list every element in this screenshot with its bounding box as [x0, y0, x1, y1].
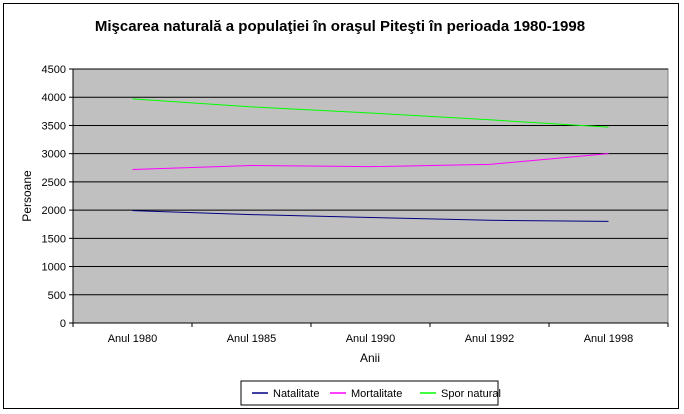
x-tick-label: Anul 1980	[108, 333, 158, 345]
x-axis-label: Anii	[360, 351, 380, 365]
y-tick-label: 500	[48, 290, 66, 302]
y-tick-label: 4000	[42, 92, 66, 104]
legend-box	[240, 380, 499, 406]
y-tick-label: 0	[60, 318, 66, 330]
plot-background	[72, 68, 669, 324]
legend: Natalitate Mortalitate Spor natural	[240, 380, 501, 406]
plot-area: 0 500 1000 1500 2000 2500 3000 3500 4000 4500 Anul…	[42, 64, 669, 345]
x-tick-label: Anul 1998	[584, 333, 634, 345]
legend-entry: Natalitate	[273, 388, 319, 400]
y-tick-label: 4500	[42, 64, 66, 76]
legend-entry: Mortalitate	[351, 388, 402, 400]
y-tick-label: 2500	[42, 177, 66, 189]
chart-title: Mişcarea naturală a populaţiei în oraşul…	[95, 18, 585, 35]
x-tick-label: Anul 1985	[227, 333, 277, 345]
series-line	[132, 153, 609, 170]
y-tick-label: 1500	[42, 233, 66, 245]
y-tick-label: 2000	[42, 205, 66, 217]
series-line	[132, 210, 609, 222]
y-axis-label: Persoane	[20, 170, 34, 222]
x-tick-label: Anul 1992	[465, 333, 515, 345]
legend-entry: Spor natural	[441, 388, 501, 400]
y-tick-label: 3000	[42, 149, 66, 161]
y-tick-label: 1000	[42, 262, 66, 274]
x-tick-label: Anul 1990	[346, 333, 396, 345]
series-line	[132, 98, 609, 128]
y-tick-label: 3500	[42, 120, 66, 132]
